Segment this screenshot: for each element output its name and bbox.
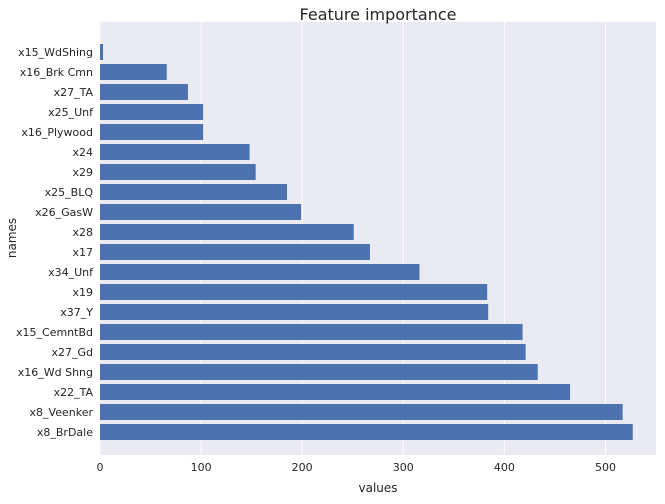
y-tick-label: x15_CemntBd — [16, 326, 93, 339]
bar — [100, 364, 538, 380]
bar — [100, 404, 623, 420]
chart-title: Feature importance — [300, 5, 457, 24]
bar — [100, 44, 104, 60]
y-tick-label: x15_WdShing — [18, 46, 93, 59]
x-tick-label: 100 — [191, 461, 212, 474]
bar — [100, 304, 489, 320]
y-tick-label: x25_BLQ — [45, 186, 94, 199]
bars — [100, 44, 633, 440]
y-axis-label: names — [5, 218, 19, 258]
y-tick-label: x22_TA — [54, 386, 94, 399]
x-tick-label: 0 — [97, 461, 104, 474]
bar — [100, 184, 288, 200]
y-tick-label: x17 — [72, 246, 93, 259]
y-tick-label: x16_Brk Cmn — [20, 66, 93, 79]
x-tick-label: 300 — [393, 461, 414, 474]
bar — [100, 344, 526, 360]
x-tick-label: 500 — [595, 461, 616, 474]
y-tick-label: x19 — [72, 286, 93, 299]
y-tick-label: x29 — [72, 166, 93, 179]
y-tick-label: x25_Unf — [48, 106, 94, 119]
y-tick-label: x16_Plywood — [21, 126, 93, 139]
y-tick-label: x27_Gd — [51, 346, 93, 359]
y-tick-label: x8_Veenker — [30, 406, 94, 419]
x-axis-label: values — [358, 481, 397, 495]
y-tick-label: x34_Unf — [48, 266, 94, 279]
bar — [100, 384, 571, 400]
bar — [100, 324, 523, 340]
bar — [100, 164, 256, 180]
bar — [100, 144, 250, 160]
y-tick-label: x24 — [72, 146, 93, 159]
bar — [100, 84, 188, 100]
bar — [100, 284, 488, 300]
y-tick-label: x8_BrDale — [37, 426, 93, 439]
y-tick-label: x16_Wd Shng — [18, 366, 93, 379]
bar — [100, 104, 204, 120]
y-tick-label: x27_TA — [54, 86, 94, 99]
bar — [100, 204, 302, 220]
y-tick-label: x28 — [72, 226, 93, 239]
bar — [100, 124, 204, 140]
x-tick-label: 400 — [494, 461, 515, 474]
bar — [100, 64, 167, 80]
bar — [100, 424, 633, 440]
bar — [100, 244, 370, 260]
bar — [100, 224, 354, 240]
y-tick-label: x37_Y — [60, 306, 93, 319]
y-tick-label: x26_GasW — [35, 206, 93, 219]
bar — [100, 264, 420, 280]
x-tick-label: 200 — [292, 461, 313, 474]
x-tick-labels: 0 100 200 300 400 500 — [97, 461, 616, 474]
y-tick-labels: x15_WdShing x16_Brk Cmn x27_TA x25_Unf x16_P… — [16, 46, 94, 439]
